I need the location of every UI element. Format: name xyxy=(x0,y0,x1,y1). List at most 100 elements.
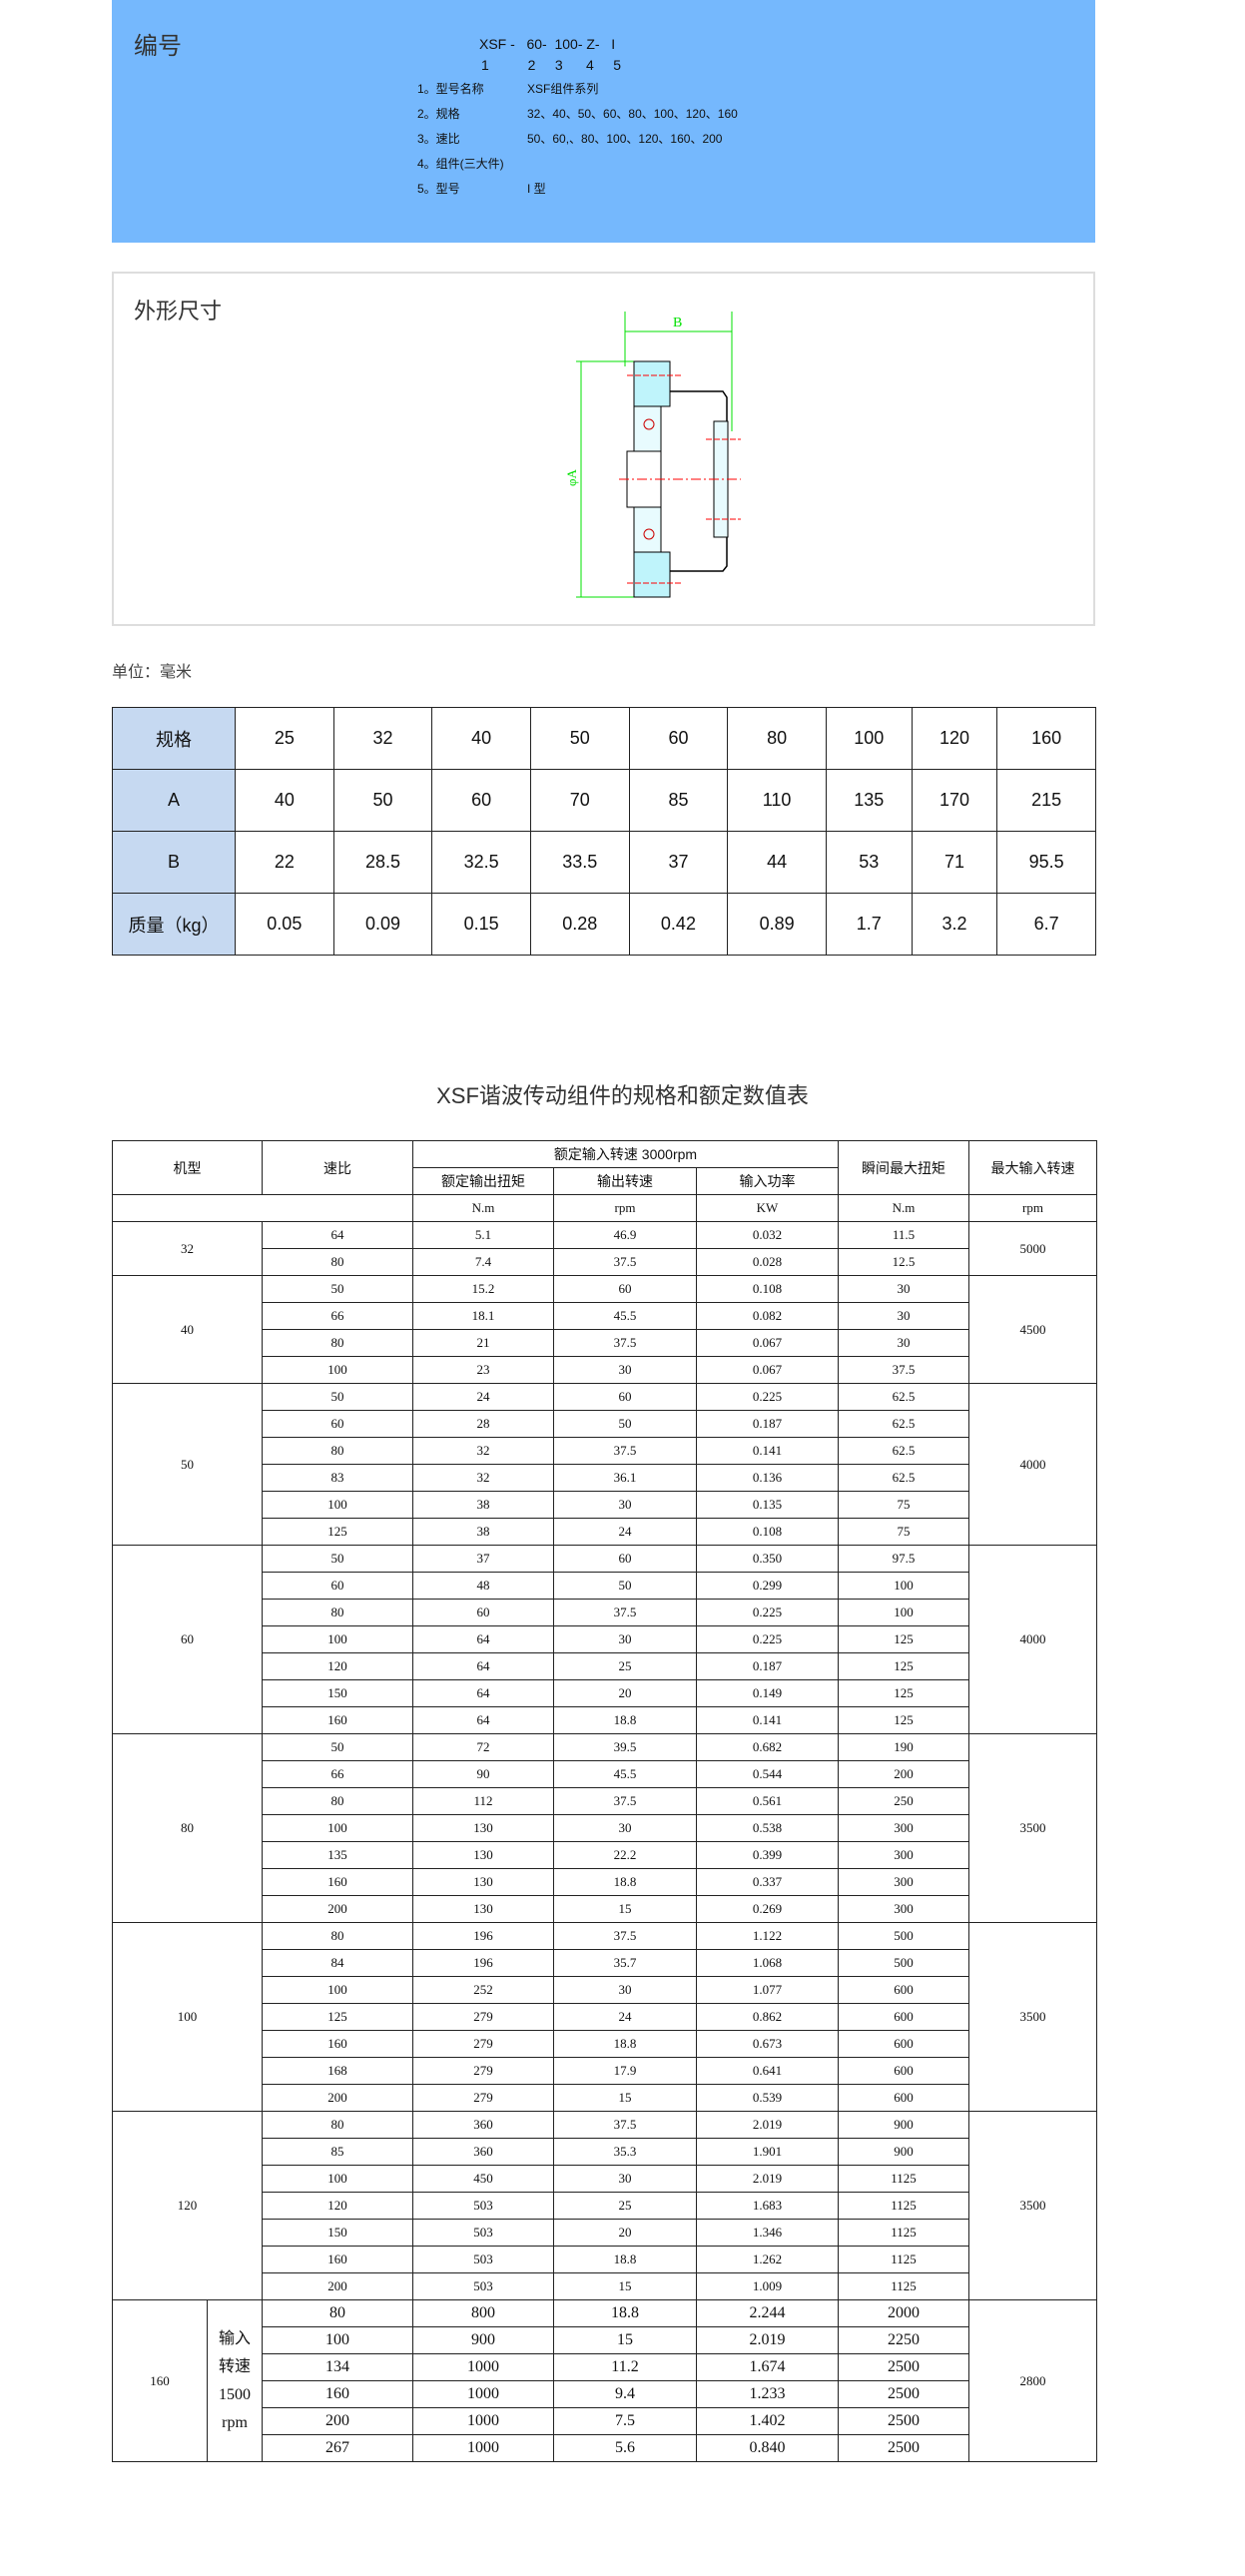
table-cell: 0.028 xyxy=(695,1248,840,1276)
model-cell: 160 xyxy=(112,2299,208,2462)
header-ratio: 速比 xyxy=(262,1140,413,1195)
table-row: 135 130 22.2 0.399 300 xyxy=(113,1841,1097,1869)
table-cell: 50 xyxy=(262,1383,413,1411)
table-cell: 360 xyxy=(412,2138,554,2166)
table-cell: 130 xyxy=(412,1895,554,1923)
table-cell: 0.141 xyxy=(695,1437,840,1465)
numbering-item-value: 32、40、50、60、80、100、120、160 xyxy=(527,107,738,121)
table-cell: 95.5 xyxy=(996,831,1096,894)
table-cell: 0.225 xyxy=(695,1599,840,1626)
table-cell: 15 xyxy=(553,2272,697,2300)
table-cell: 503 xyxy=(412,2219,554,2247)
table-cell: 120 xyxy=(262,2192,413,2220)
table-cell: 800 xyxy=(412,2299,554,2327)
table-cell: 200 xyxy=(838,1760,970,1788)
table-cell: 48 xyxy=(412,1572,554,1600)
table-cell: 1.402 xyxy=(695,2407,840,2435)
unit-cell: rpm xyxy=(553,1194,697,1222)
table-row: 32 64 5.1 46.9 0.032 11.5 5000 xyxy=(112,1221,1098,1276)
table-cell: 1.901 xyxy=(695,2138,840,2166)
max-input-speed-cell: 4000 xyxy=(968,1383,1098,1546)
table-cell: 600 xyxy=(838,2084,970,2112)
table-cell: 279 xyxy=(412,2057,554,2085)
table-cell: 0.187 xyxy=(695,1652,840,1680)
ratings-table: 机型 速比 额定输入转速 3000rpm 瞬间最大扭矩 最大输入转速 额定输出扭… xyxy=(112,1140,1098,2462)
numbering-item-label: 4。组件(三大件) xyxy=(417,157,504,171)
table-cell: 35.7 xyxy=(553,1949,697,1977)
max-input-speed-cell: 5000 xyxy=(968,1221,1098,1276)
table-cell: 28.5 xyxy=(332,831,433,894)
table-row: 80 7.4 37.5 0.028 12.5 xyxy=(113,1248,1097,1276)
table-cell: 7.5 xyxy=(553,2407,697,2435)
table-cell: 503 xyxy=(412,2272,554,2300)
table-row: 85 360 35.3 1.901 900 xyxy=(113,2138,1097,2166)
table-cell: 80 xyxy=(262,2299,413,2327)
table-cell: 100 xyxy=(262,1976,413,2004)
table-cell: 0.538 xyxy=(695,1814,840,1842)
table-cell: 60 xyxy=(628,707,729,770)
max-input-speed-cell: 4000 xyxy=(968,1545,1098,1734)
model-code: XSF - 60- 100- Z- I xyxy=(479,36,616,52)
note-line: rpm xyxy=(222,2413,248,2431)
table-row: 267 1000 5.6 0.840 2500 xyxy=(113,2434,1097,2462)
table-cell: 3.2 xyxy=(911,893,998,956)
table-cell: 0.539 xyxy=(695,2084,840,2112)
table-cell: 20 xyxy=(553,2219,697,2247)
table-cell: 64 xyxy=(412,1679,554,1707)
table-cell: 170 xyxy=(911,769,998,832)
table-cell: 85 xyxy=(628,769,729,832)
table-cell: 0.082 xyxy=(695,1302,840,1330)
max-input-speed-cell: 3500 xyxy=(968,1922,1098,2112)
table-cell: 1125 xyxy=(838,2246,970,2273)
table-cell: 37 xyxy=(628,831,729,894)
table-cell: 2500 xyxy=(838,2353,970,2381)
header-input-power: 输入功率 xyxy=(695,1167,840,1195)
table-cell: 62.5 xyxy=(838,1383,970,1411)
outline-panel: 外形尺寸 B φA xyxy=(112,272,1095,626)
table-cell: 300 xyxy=(838,1895,970,1923)
table-row: 规格 25 32 40 50 60 80 100 120 160 xyxy=(112,707,1096,770)
table-cell: 2.019 xyxy=(695,2165,840,2193)
table-cell: 0.225 xyxy=(695,1625,840,1653)
table-cell: 0.05 xyxy=(235,893,334,956)
table-cell: 279 xyxy=(412,2084,554,2112)
table-cell: 50 xyxy=(262,1545,413,1573)
table-cell: 37.5 xyxy=(553,1922,697,1950)
table-cell: 300 xyxy=(838,1814,970,1842)
table-cell: 37.5 xyxy=(553,2111,697,2139)
table-cell: 130 xyxy=(412,1841,554,1869)
ratings-title: XSF谐波传动组件的规格和额定数值表 xyxy=(436,1083,809,1108)
row-header: 规格 xyxy=(112,707,236,770)
table-cell: 0.032 xyxy=(695,1221,840,1249)
table-cell: 60 xyxy=(553,1545,697,1573)
table-cell: 32 xyxy=(412,1437,554,1465)
note-line: 1500 xyxy=(219,2385,251,2403)
table-cell: 125 xyxy=(838,1679,970,1707)
table-cell: 0.89 xyxy=(727,893,827,956)
table-cell: 32 xyxy=(412,1464,554,1492)
table-cell: 2.019 xyxy=(695,2111,840,2139)
table-cell: 72 xyxy=(412,1733,554,1761)
table-cell: 50 xyxy=(332,769,433,832)
table-cell: 0.561 xyxy=(695,1787,840,1815)
table-cell: 0.42 xyxy=(628,893,729,956)
table-cell: 24 xyxy=(412,1383,554,1411)
model-cell: 120 xyxy=(112,2111,263,2300)
table-cell: 30 xyxy=(838,1329,970,1357)
table-cell: 2.244 xyxy=(695,2299,840,2327)
table-cell: 60 xyxy=(553,1275,697,1303)
table-cell: 80 xyxy=(262,1787,413,1815)
table-cell: 85 xyxy=(262,2138,413,2166)
table-cell: 112 xyxy=(412,1787,554,1815)
table-row: 200 1000 7.5 1.402 2500 xyxy=(113,2407,1097,2435)
table-cell: 37 xyxy=(412,1545,554,1573)
numbering-item-value: 50、60,、80、100、120、160、200 xyxy=(527,132,723,146)
table-cell: 30 xyxy=(553,1814,697,1842)
table-cell: 1000 xyxy=(412,2353,554,2381)
table-cell: 66 xyxy=(262,1760,413,1788)
table-cell: 1.233 xyxy=(695,2380,840,2408)
table-row: 60 50 37 60 0.350 97.5 4000 xyxy=(112,1545,1098,1734)
table-cell: 50 xyxy=(553,1572,697,1600)
table-row: 160 1000 9.4 1.233 2500 xyxy=(113,2380,1097,2408)
table-row: A 40 50 60 70 85 110 135 170 215 xyxy=(112,769,1096,832)
